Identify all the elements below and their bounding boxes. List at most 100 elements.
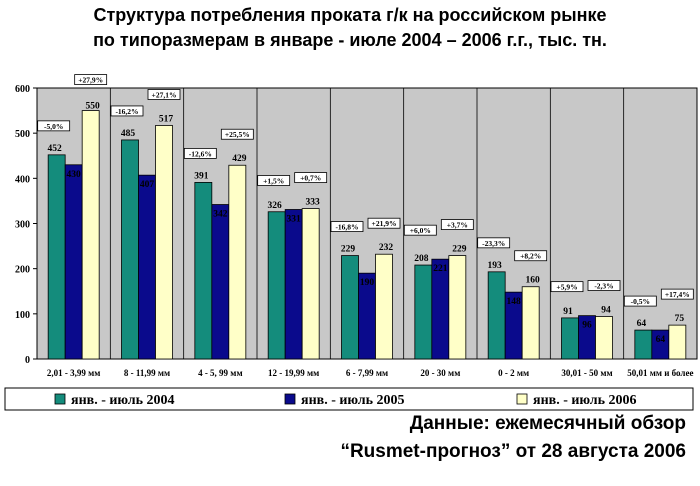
data-label: 333 [306,198,321,208]
data-label: 94 [601,306,611,316]
data-label: 229 [452,245,467,255]
change-label: +5,9% [556,283,577,292]
data-label: 91 [563,307,573,317]
y-tick-label: 300 [15,220,30,231]
data-label: 64 [656,335,666,345]
legend-swatch [54,393,66,405]
data-label: 75 [675,314,685,324]
data-label: 208 [414,254,429,264]
change-label: +17,4% [665,290,690,299]
change-box [37,120,71,132]
data-label: 221 [433,264,448,274]
change-box [550,281,584,293]
data-label: 550 [86,102,101,112]
data-label: 452 [48,144,63,154]
x-tick-label: 20 - 30 мм [420,368,460,378]
y-tick-label: 200 [15,265,30,276]
bar [194,181,213,360]
y-tick-label: 600 [15,84,30,95]
data-label: 160 [526,276,541,286]
change-box [257,175,291,186]
change-box [660,288,694,300]
legend-swatch [284,393,296,405]
change-label: -5,0% [44,122,63,131]
y-tick-label: 400 [15,174,30,185]
bar [138,174,156,360]
bar [595,316,613,360]
x-tick-label: 0 - 2 мм [498,368,529,378]
x-tick-label: 12 - 19,99 мм [268,368,319,378]
bar [561,317,579,360]
bar [228,164,247,360]
data-source-note: Данные: ежемесячный обзор “Rusmet-прогно… [340,410,686,466]
change-label: +6,0% [410,226,431,235]
change-box [514,250,548,262]
chart-title-line-1: Структура потребления проката г/к на рос… [93,5,607,25]
change-label: -23,3% [482,239,505,248]
change-box [623,295,657,307]
y-tick-label: 500 [15,129,30,140]
x-tick-label: 30,01 - 50 мм [561,368,612,378]
data-label: 148 [507,297,522,307]
source-line-1: Данные: ежемесячный обзор [409,413,686,434]
change-box [587,280,621,291]
data-label: 193 [488,261,503,271]
x-tick-label: 50,01 мм и более [627,368,693,378]
x-tick-label: 2,01 - 3,99 мм [47,368,101,378]
change-box [440,219,474,230]
bar [284,209,303,360]
change-box [110,105,144,117]
data-label: 342 [213,210,228,220]
bar [211,204,230,360]
bar [64,164,83,360]
change-label: +3,7% [447,221,468,230]
legend-label: янв. - июль 2004 [71,393,175,408]
change-label: +27,1% [152,90,177,99]
change-box [367,217,401,229]
bar [341,255,359,360]
data-label: 96 [582,321,592,331]
bar [301,208,320,360]
change-box [74,74,108,85]
change-box [147,89,181,100]
bar [81,110,100,360]
change-label: +0,7% [300,174,321,183]
bar [121,139,139,360]
legend-label: янв. - июль 2005 [301,393,405,408]
chart-title: Структура потребления проката г/к на рос… [0,3,700,53]
source-line-2: “Rusmet-прогноз” от 28 августа 2006 [340,441,686,462]
x-tick-label: 6 - 7,99 мм [346,368,388,378]
data-label: 517 [159,114,174,124]
bar [668,324,687,360]
legend [4,387,694,411]
chart-title-line-2: по типоразмерам в январе - июле 2004 – 2… [93,30,607,50]
change-label: -16,8% [335,223,358,232]
change-box [403,224,437,236]
change-label: -16,2% [115,107,138,116]
change-box [294,172,328,183]
data-label: 331 [287,214,302,224]
data-label: 430 [67,170,82,180]
bar [487,271,506,360]
change-box [477,237,511,249]
change-label: +21,9% [372,219,397,228]
change-label: +25,5% [225,130,250,139]
data-label: 232 [379,243,394,253]
change-label: +8,2% [520,252,541,261]
bar [47,154,66,360]
data-label: 190 [360,278,375,288]
change-box [183,147,217,159]
data-label: 407 [140,180,155,190]
change-label: +27,9% [78,76,103,85]
bar [414,264,433,360]
change-box [220,128,254,140]
data-label: 485 [121,129,136,139]
bar [267,211,286,360]
change-label: -2,3% [594,282,613,291]
data-label: 326 [268,201,283,211]
bar [155,125,173,360]
x-tick-label: 4 - 5, 99 мм [198,368,243,378]
bar [634,329,653,360]
bar [375,253,393,360]
